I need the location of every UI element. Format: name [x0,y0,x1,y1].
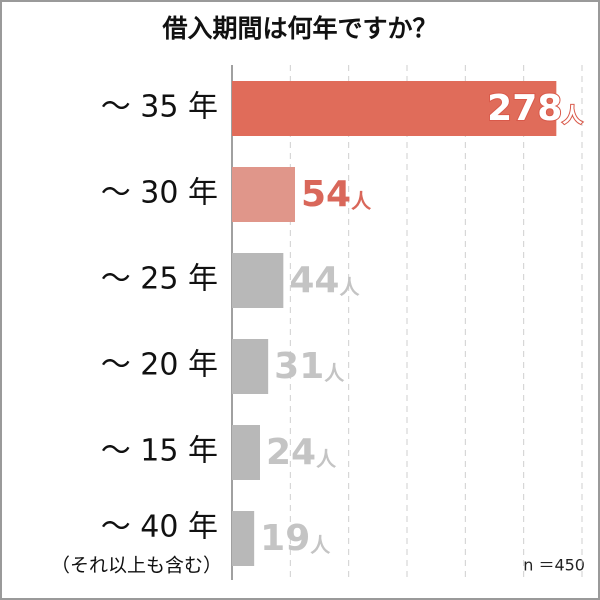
bar [232,339,269,394]
value-label: 44人 [289,260,360,301]
value-number: 278 [487,88,562,129]
y-tick-label: ～ 15 年 [101,434,218,469]
bar [232,253,284,308]
chart-title: 借入期間は何年ですか？ [161,14,437,43]
value-number: 24 [266,432,316,473]
value-label: 24人 [266,432,337,473]
category-note: （それ以上も含む） [51,555,222,577]
bar [232,511,255,566]
value-unit: 人 [351,189,372,213]
value-label: 278人 [487,88,583,129]
value-number: 31 [274,346,324,387]
value-number: 19 [260,518,310,559]
y-tick-label: ～ 20 年 [101,348,218,383]
value-label: 19人 [260,518,331,559]
value-number: 54 [301,174,351,215]
y-tick-label: ～ 25 年 [101,262,218,297]
value-unit: 人 [316,447,337,471]
y-tick-label: ～ 30 年 [101,176,218,211]
sample-note: n ＝450 [523,556,585,575]
value-label: 54人 [301,174,372,215]
bar [232,425,260,480]
value-unit: 人 [339,275,360,299]
bar [232,167,295,222]
value-unit: 人 [562,103,583,127]
value-unit: 人 [324,361,345,385]
value-label: 31人 [274,346,345,387]
y-tick-label: ～ 35 年 [101,90,218,125]
value-number: 44 [289,260,339,301]
value-unit: 人 [310,533,331,557]
bar [232,81,557,136]
y-tick-label: ～ 40 年 [101,510,218,545]
